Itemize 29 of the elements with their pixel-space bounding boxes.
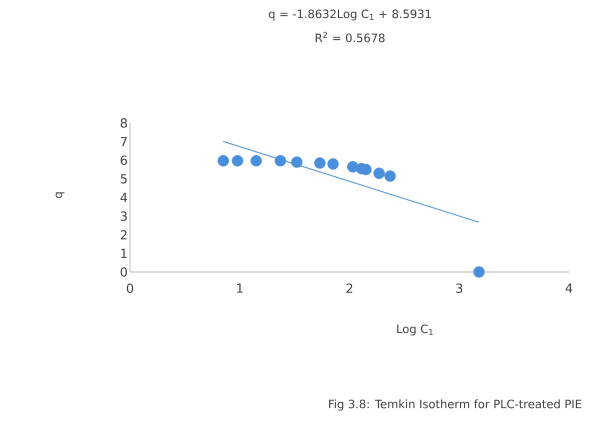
point xyxy=(327,158,339,170)
y-tick-label: 3 xyxy=(120,211,127,221)
y-tick-label: 1 xyxy=(121,248,127,258)
x-tick-label: 0 xyxy=(126,284,134,293)
y-tick-label: 8 xyxy=(120,118,127,128)
point xyxy=(473,266,485,278)
point xyxy=(274,155,286,167)
x-axis-title: Log C$_{1}$ xyxy=(397,324,433,336)
x-tick-label: 3 xyxy=(456,284,462,293)
x-tick-label: 1 xyxy=(237,284,243,293)
caption: Fig 3.8: Temkin Isotherm for PLC-treated PIE xyxy=(329,399,582,411)
point xyxy=(384,170,396,182)
y-tick-label: 4 xyxy=(120,192,128,202)
point xyxy=(314,157,326,169)
point xyxy=(218,155,229,167)
x-tick-label: 2 xyxy=(346,284,352,293)
point xyxy=(373,168,385,179)
x-tick-label: 4 xyxy=(566,284,572,293)
chart-title: q = -1.8632Log C$_{1}$ + 8.5931 xyxy=(268,10,431,20)
point xyxy=(250,155,262,167)
y-tick-label: 7 xyxy=(120,137,127,146)
chart-subtitle: R$^{2}$ = 0.5678 xyxy=(316,32,385,42)
y-tick-label: 2 xyxy=(120,230,127,240)
point xyxy=(291,156,303,168)
y-tick-label: 5 xyxy=(120,174,127,184)
y-tick-label: 6 xyxy=(120,156,128,165)
point xyxy=(232,155,244,167)
y-axis-title: q xyxy=(56,192,64,198)
y-tick-label: 0 xyxy=(120,267,127,277)
